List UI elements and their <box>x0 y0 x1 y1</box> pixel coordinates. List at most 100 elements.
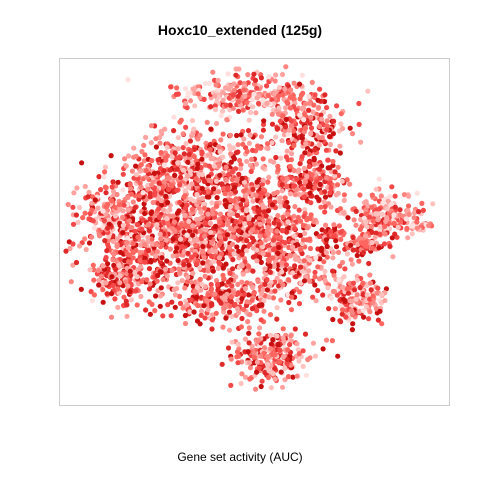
cell-point <box>256 216 262 222</box>
cell-point <box>390 254 396 260</box>
cell-point <box>89 200 95 206</box>
cell-point <box>221 295 227 301</box>
cell-point <box>102 184 108 190</box>
cell-point <box>246 263 252 269</box>
cell-point <box>207 147 213 153</box>
cell-point <box>223 176 229 182</box>
cell-point <box>201 178 207 184</box>
cell-point <box>267 346 274 352</box>
cell-point <box>246 340 252 346</box>
cell-point <box>318 204 324 210</box>
cell-point <box>77 243 83 249</box>
cell-point <box>387 243 393 249</box>
cell-point <box>277 118 283 124</box>
cell-point <box>220 131 226 137</box>
cell-point <box>225 345 232 351</box>
cell-point <box>282 86 288 92</box>
cell-point <box>224 232 231 238</box>
cell-point <box>176 293 183 299</box>
cell-point <box>89 234 95 240</box>
cell-point <box>185 274 191 280</box>
cell-point <box>358 139 364 145</box>
cell-point <box>312 269 318 275</box>
cell-point <box>171 213 177 219</box>
cell-point <box>308 200 314 206</box>
cell-point <box>239 279 245 285</box>
cell-point <box>370 293 376 299</box>
cell-point <box>102 169 108 175</box>
cell-point <box>406 193 412 199</box>
cell-point <box>235 341 241 347</box>
cell-point <box>228 83 234 89</box>
cell-point <box>277 359 283 365</box>
cell-point <box>303 141 309 147</box>
cell-point <box>86 189 92 195</box>
cell-point <box>392 231 398 237</box>
cell-point <box>337 263 343 269</box>
cell-point <box>353 222 359 228</box>
cell-point <box>376 206 382 212</box>
cell-point <box>345 215 351 221</box>
cell-point <box>109 274 115 280</box>
cell-point <box>379 321 385 327</box>
cell-point <box>357 285 363 291</box>
cell-point <box>77 204 83 211</box>
cell-point <box>274 305 280 311</box>
cell-point <box>120 171 126 177</box>
cell-point <box>254 179 260 185</box>
cell-point <box>104 261 111 267</box>
cell-point <box>368 287 374 293</box>
cell-point <box>181 262 187 268</box>
cell-point <box>89 298 96 304</box>
cell-point <box>223 164 229 170</box>
cell-point <box>246 220 252 226</box>
cell-point <box>261 345 268 351</box>
cell-point <box>211 77 218 83</box>
cell-point <box>235 99 241 105</box>
cell-point <box>265 208 272 214</box>
cell-point <box>117 273 123 279</box>
cell-point <box>264 277 270 283</box>
cell-point <box>158 149 164 156</box>
cell-point <box>96 277 102 283</box>
cell-point <box>216 156 222 163</box>
cell-point <box>175 257 181 264</box>
cell-point <box>286 127 293 133</box>
cell-point <box>100 208 106 214</box>
cell-point <box>172 304 178 310</box>
cell-point <box>291 233 297 239</box>
cell-point <box>218 137 224 143</box>
cell-point <box>319 116 325 122</box>
cell-point <box>85 194 91 200</box>
cell-point <box>162 266 169 272</box>
cell-point <box>316 276 323 282</box>
cell-point <box>302 150 308 156</box>
cell-point <box>255 100 262 107</box>
cell-point <box>117 201 123 208</box>
cell-point <box>301 117 307 123</box>
cell-point <box>225 71 231 77</box>
cell-point <box>130 255 136 261</box>
cell-point <box>298 172 304 178</box>
cell-point <box>157 293 164 299</box>
cell-point <box>284 99 290 105</box>
cell-point <box>121 202 127 208</box>
cell-point <box>254 85 260 91</box>
cell-point <box>216 189 222 195</box>
cell-point <box>228 225 234 231</box>
cell-point <box>138 162 144 168</box>
cell-point <box>294 341 300 347</box>
cell-point <box>115 304 121 310</box>
cell-point <box>274 333 280 339</box>
cell-point <box>267 269 273 275</box>
cell-point <box>195 161 201 167</box>
cell-point <box>317 175 323 181</box>
cell-point <box>149 182 155 188</box>
cell-point <box>139 279 145 285</box>
cell-point <box>268 385 274 391</box>
cell-point <box>187 168 193 174</box>
cell-point <box>157 303 163 309</box>
cell-point <box>182 312 188 319</box>
cell-point <box>375 217 381 223</box>
cell-point <box>292 226 298 232</box>
